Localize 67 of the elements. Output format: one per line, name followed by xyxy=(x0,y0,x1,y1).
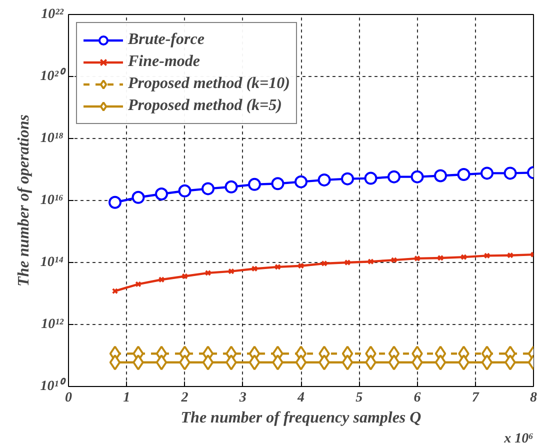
point xyxy=(410,170,424,184)
point xyxy=(504,166,517,180)
point xyxy=(158,276,165,283)
point xyxy=(295,354,307,370)
legend-label: Fine-mode xyxy=(128,52,200,72)
point xyxy=(388,354,400,370)
point xyxy=(321,260,328,267)
point xyxy=(434,354,446,370)
point xyxy=(368,258,374,265)
y-tick-label: 10²⁰ xyxy=(40,67,66,84)
point xyxy=(202,182,214,196)
x-tick-label: 2 xyxy=(180,390,188,406)
y-tick-label: 10¹⁰ xyxy=(40,377,66,394)
x-tick-label: 4 xyxy=(296,390,304,406)
point xyxy=(390,256,398,264)
legend-label: Proposed method (k=5) xyxy=(128,96,282,116)
legend-label: Proposed method (k=10) xyxy=(128,74,290,94)
x-tick-label: 8 xyxy=(530,390,537,406)
point xyxy=(182,273,188,280)
point xyxy=(156,354,168,370)
y-axis-title: The number of operations xyxy=(15,114,32,287)
point xyxy=(484,252,490,259)
y-tick-label: 10¹² xyxy=(41,317,64,332)
point xyxy=(248,178,261,191)
point xyxy=(155,188,168,200)
x-tick-label: 1 xyxy=(123,390,130,406)
point xyxy=(364,172,378,185)
point xyxy=(109,354,121,370)
x-tick-label: 7 xyxy=(472,390,480,406)
y-tick-label: 10¹⁴ xyxy=(40,255,64,270)
point xyxy=(457,168,470,181)
point xyxy=(228,268,234,274)
point xyxy=(481,354,493,370)
point xyxy=(274,264,281,270)
point xyxy=(224,180,238,194)
x-tick-label: 6 xyxy=(414,390,421,406)
point xyxy=(388,170,400,184)
point xyxy=(507,252,514,258)
x-tick-label: 0 xyxy=(65,390,72,406)
point xyxy=(480,166,494,180)
x-tick-label: 5 xyxy=(356,390,363,406)
point xyxy=(248,354,260,370)
point xyxy=(178,184,192,198)
text: x 10⁶ xyxy=(503,432,534,446)
x-axis-title: The number of frequency samples Q xyxy=(180,410,422,426)
y-tick-label: 10²² xyxy=(41,7,64,22)
point xyxy=(204,270,212,276)
point xyxy=(414,255,420,262)
point xyxy=(460,254,467,260)
point xyxy=(271,177,284,190)
point xyxy=(251,266,258,272)
point xyxy=(434,169,447,182)
point xyxy=(437,254,444,262)
point xyxy=(135,281,142,288)
point xyxy=(298,262,304,269)
point xyxy=(318,173,331,186)
point xyxy=(108,196,122,209)
legend-label: Brute-force xyxy=(128,30,204,50)
y-tick-label: 10¹⁸ xyxy=(40,131,64,146)
point xyxy=(342,354,354,370)
point xyxy=(341,172,354,186)
point xyxy=(344,259,351,266)
y-tick-label: 10¹⁶ xyxy=(40,193,64,208)
x-tick-label: 3 xyxy=(238,390,246,406)
point xyxy=(202,354,214,370)
point xyxy=(294,175,308,188)
point xyxy=(132,190,145,204)
